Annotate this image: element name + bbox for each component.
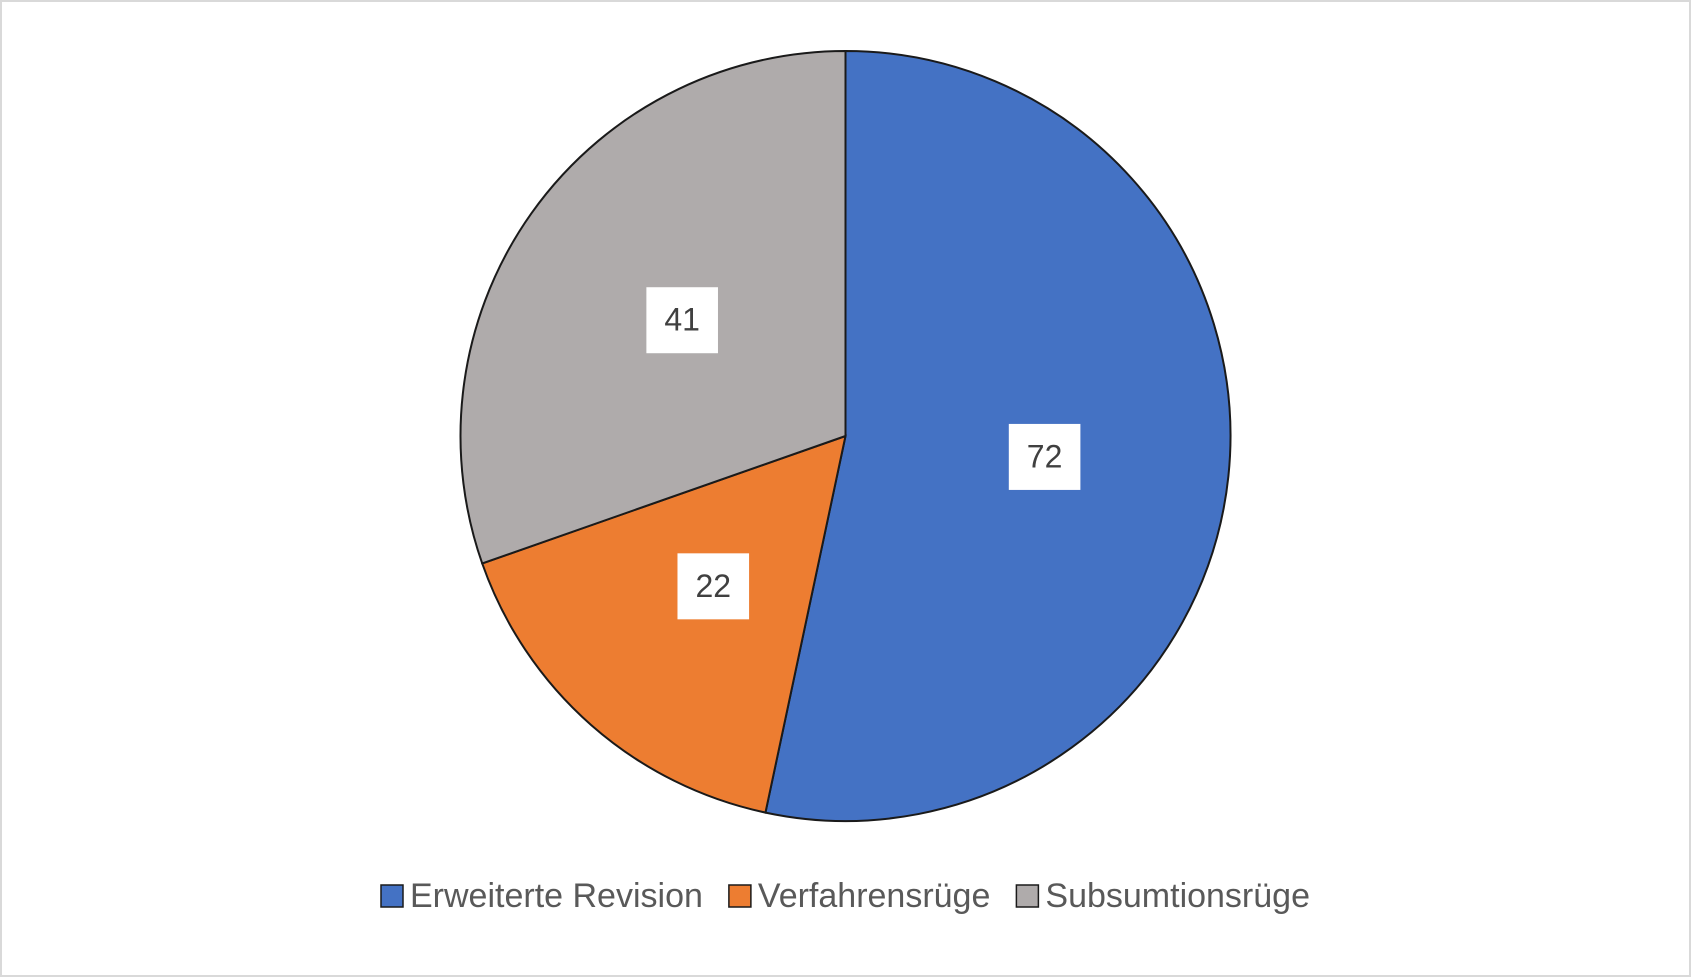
legend-swatch	[1015, 884, 1040, 908]
data-label-text: 41	[664, 302, 700, 338]
pie-slice	[480, 434, 847, 814]
pie-slice	[764, 49, 1232, 822]
data-label: 72	[1008, 423, 1081, 490]
data-label-box	[646, 287, 718, 354]
data-label-box	[1008, 423, 1081, 490]
legend-swatch	[380, 884, 404, 908]
legend: Erweiterte Revision Verfahrensrüge Subsumt…	[380, 877, 1310, 915]
data-label-text: 72	[1027, 438, 1063, 474]
legend-label: Erweiterte Revision	[410, 877, 703, 915]
legend-label: Verfahrensrüge	[758, 877, 991, 915]
data-label: 22	[677, 553, 750, 620]
legend-label: Subsumtionsrüge	[1045, 877, 1310, 915]
data-label-text: 22	[695, 568, 731, 604]
data-label-box	[677, 553, 750, 620]
data-label: 41	[646, 287, 718, 354]
legend-swatch	[728, 884, 752, 908]
